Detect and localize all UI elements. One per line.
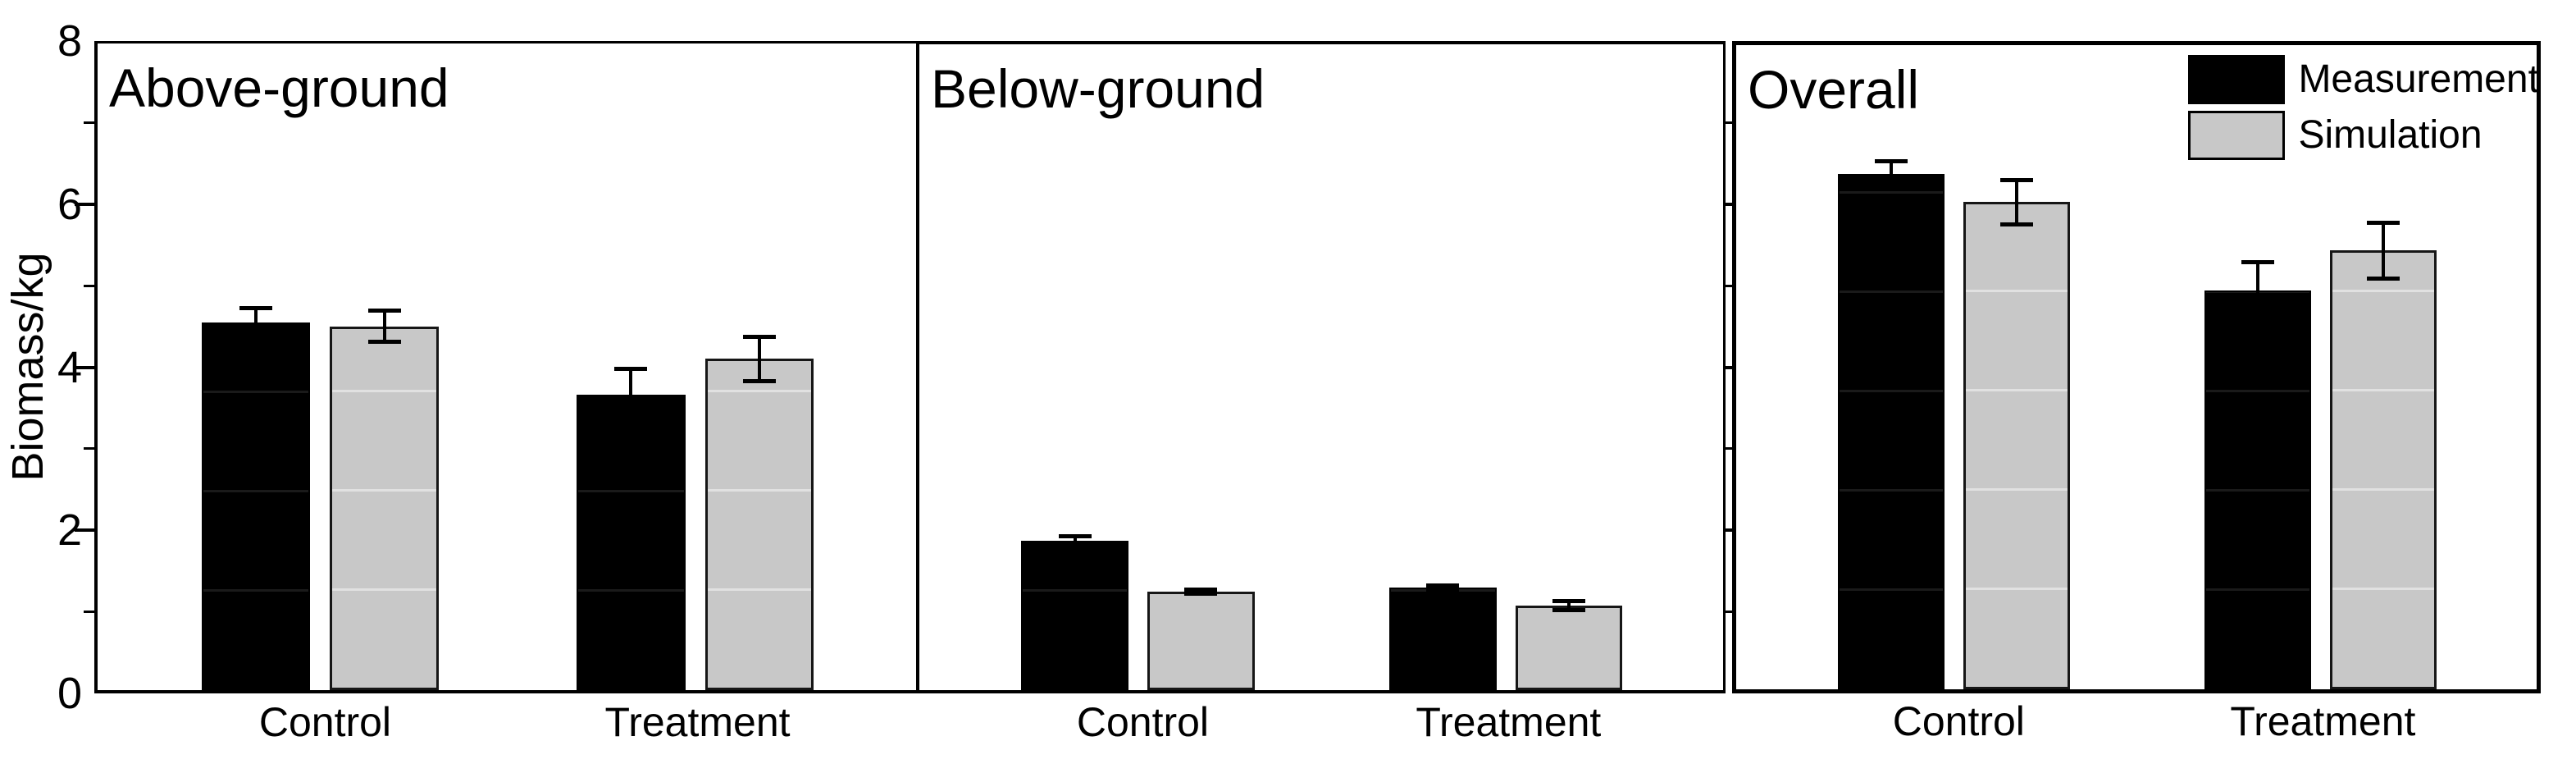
bar-overall-control-measurement xyxy=(1837,174,1945,689)
error-cap-top xyxy=(2367,220,2400,225)
legend-row-simulation: Simulation xyxy=(2188,111,2538,160)
error-cap-top xyxy=(1058,534,1092,539)
y-minor-tick xyxy=(84,121,94,124)
error-stem xyxy=(629,367,633,423)
error-cap-bottom xyxy=(1184,591,1218,596)
error-stem xyxy=(2015,177,2019,226)
error-cap-top xyxy=(1874,159,1908,164)
error-cap-bottom xyxy=(614,419,648,423)
legend-swatch-simulation xyxy=(2188,111,2286,160)
bar-above-ground-control-simulation xyxy=(330,326,440,690)
y-major-tick xyxy=(75,528,94,533)
panel-below-ground: Below-ground Control Treatment xyxy=(916,41,1726,743)
bar-below-ground-control-simulation xyxy=(1147,591,1255,690)
error-cap-bottom xyxy=(367,340,401,345)
error-cap-bottom xyxy=(2000,222,2034,226)
legend-label-measurement: Measurement xyxy=(2298,57,2539,101)
error-cap-bottom xyxy=(2241,317,2274,322)
error-stem xyxy=(1073,534,1077,547)
panel-title-above-ground: Above-ground xyxy=(109,57,449,118)
error-stem xyxy=(382,309,386,345)
y-major-tick xyxy=(75,365,94,369)
error-cap-top xyxy=(1426,583,1460,588)
error-stem xyxy=(1567,598,1571,612)
legend-row-measurement: Measurement xyxy=(2188,55,2539,104)
legend: Measurement Simulation xyxy=(2188,55,2539,160)
error-stem xyxy=(757,334,761,383)
y-tick-label: 2 xyxy=(57,505,82,556)
bar-overall-treatment-measurement xyxy=(2204,290,2311,689)
plot-area-below-ground xyxy=(919,44,1723,690)
error-cap-bottom xyxy=(239,334,273,339)
x-category-label-overall-control: Control xyxy=(1892,698,2025,744)
error-stem xyxy=(2255,260,2259,322)
plot-area-above-ground xyxy=(98,43,916,690)
x-category-label-above-ground-treatment: Treatment xyxy=(604,699,791,745)
y-tick-label: 6 xyxy=(57,179,82,229)
error-cap-top xyxy=(1552,598,1586,603)
bar-below-ground-treatment-measurement xyxy=(1389,588,1497,690)
error-cap-bottom xyxy=(1552,607,1586,612)
y-tick-label: 0 xyxy=(57,669,82,718)
panel-title-overall: Overall xyxy=(1748,59,1920,120)
error-cap-bottom xyxy=(742,378,776,383)
bar-overall-control-simulation xyxy=(1963,202,2070,689)
error-cap-bottom xyxy=(1426,587,1460,592)
x-category-label-above-ground-control: Control xyxy=(258,699,392,745)
bar-below-ground-treatment-simulation xyxy=(1516,605,1623,690)
panel-frame-minor-tick xyxy=(1722,447,1732,451)
error-cap-bottom xyxy=(1874,184,1908,189)
bar-above-ground-treatment-measurement xyxy=(576,395,686,690)
error-cap-top xyxy=(742,334,776,339)
y-major-tick xyxy=(75,202,94,206)
panel-frame-minor-tick xyxy=(1722,284,1732,287)
error-cap-top xyxy=(2000,177,2034,182)
y-tick-label: 4 xyxy=(57,342,82,392)
bar-overall-treatment-simulation xyxy=(2330,250,2437,689)
error-cap-top xyxy=(367,309,401,313)
error-cap-top xyxy=(1184,588,1218,592)
error-stem xyxy=(2382,220,2386,281)
panel-frame-minor-tick xyxy=(1722,121,1732,124)
y-tick-label: 8 xyxy=(57,16,82,66)
bar-above-ground-control-measurement xyxy=(201,322,311,690)
error-cap-bottom xyxy=(2367,276,2400,281)
bar-below-ground-control-measurement xyxy=(1021,541,1128,690)
legend-swatch-measurement xyxy=(2188,55,2286,104)
error-cap-top xyxy=(2241,260,2274,265)
panel-title-below-ground: Below-ground xyxy=(931,58,1265,119)
panel-above-ground: Above-ground Control Treatment xyxy=(94,41,916,743)
error-cap-top xyxy=(614,367,648,372)
panel-overall: Overall Control Treatment Measurement Simula… xyxy=(1732,41,2541,742)
error-stem xyxy=(1889,159,1893,189)
legend-label-simulation: Simulation xyxy=(2298,113,2483,157)
x-category-label-overall-treatment: Treatment xyxy=(2230,698,2416,744)
y-minor-tick xyxy=(84,447,94,451)
error-cap-top xyxy=(239,306,273,311)
plot-area-overall xyxy=(1736,45,2537,689)
y-minor-tick xyxy=(84,611,94,614)
x-category-label-below-ground-control: Control xyxy=(1076,699,1210,745)
error-cap-bottom xyxy=(1058,542,1092,547)
x-category-label-below-ground-treatment: Treatment xyxy=(1416,699,1602,745)
y-minor-tick xyxy=(84,284,94,287)
error-stem xyxy=(254,306,258,339)
panel-frame-minor-tick xyxy=(1722,611,1732,614)
bar-above-ground-treatment-simulation xyxy=(704,359,814,690)
